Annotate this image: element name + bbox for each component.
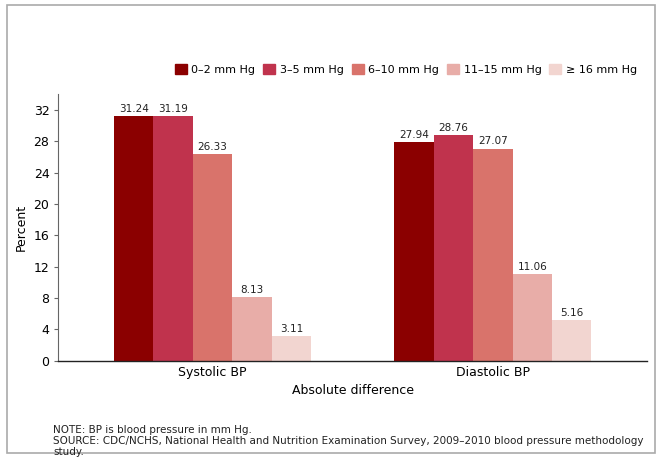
Text: NOTE: BP is blood pressure in mm Hg.: NOTE: BP is blood pressure in mm Hg. <box>53 425 252 435</box>
Bar <box>512 274 552 361</box>
Bar <box>193 154 232 361</box>
Text: study.: study. <box>53 447 84 457</box>
Text: 31.19: 31.19 <box>158 104 188 114</box>
Bar <box>154 116 193 361</box>
Bar <box>271 337 311 361</box>
Text: 28.76: 28.76 <box>439 123 469 133</box>
Text: 31.24: 31.24 <box>118 104 149 114</box>
Bar <box>395 142 434 361</box>
Legend: 0–2 mm Hg, 3–5 mm Hg, 6–10 mm Hg, 11–15 mm Hg, ≥ 16 mm Hg: 0–2 mm Hg, 3–5 mm Hg, 6–10 mm Hg, 11–15 … <box>170 60 641 79</box>
Bar <box>114 116 154 361</box>
Bar <box>473 149 512 361</box>
Bar <box>434 136 473 361</box>
Text: 8.13: 8.13 <box>240 285 263 295</box>
X-axis label: Absolute difference: Absolute difference <box>292 384 414 397</box>
Y-axis label: Percent: Percent <box>15 204 28 251</box>
Text: 27.94: 27.94 <box>399 130 429 140</box>
Text: SOURCE: CDC/NCHS, National Health and Nutrition Examination Survey, 2009–2010 bl: SOURCE: CDC/NCHS, National Health and Nu… <box>53 436 643 446</box>
Text: 5.16: 5.16 <box>560 308 583 318</box>
Bar <box>232 297 271 361</box>
Text: 3.11: 3.11 <box>280 324 303 334</box>
Bar <box>552 320 591 361</box>
Text: 26.33: 26.33 <box>198 142 228 152</box>
Text: 27.07: 27.07 <box>478 136 508 147</box>
Text: 11.06: 11.06 <box>518 262 547 272</box>
